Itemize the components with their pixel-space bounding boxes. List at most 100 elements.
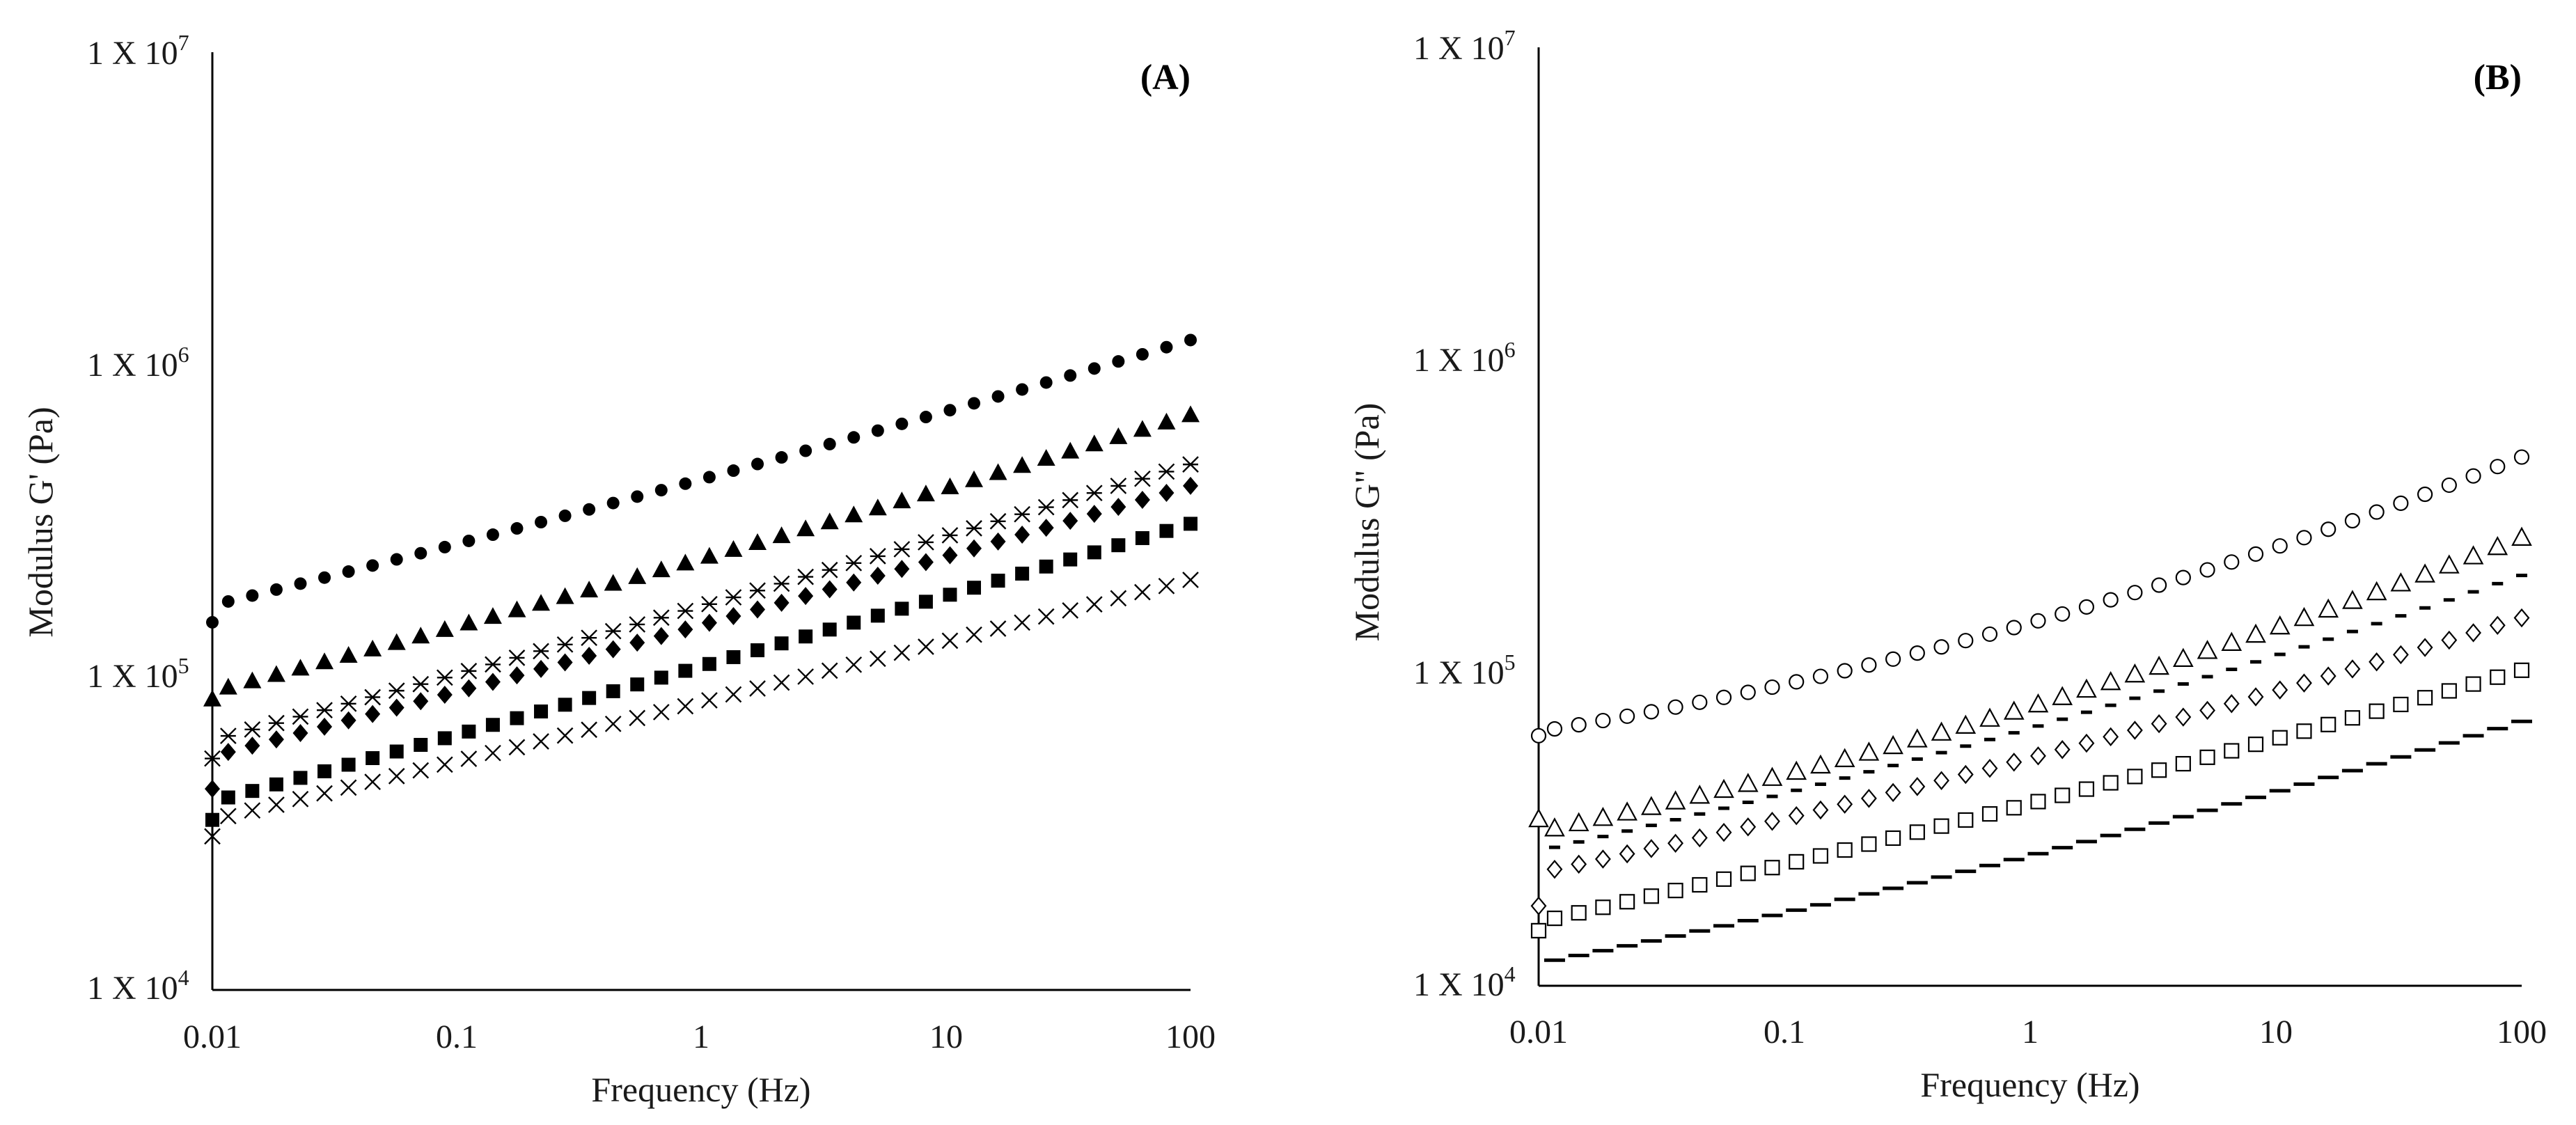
- data-point: [414, 737, 428, 752]
- data-point: [220, 743, 236, 762]
- x-tick-label: 0.01: [1509, 1014, 1568, 1051]
- data-point: [1979, 707, 2000, 727]
- data-point: [2127, 769, 2143, 785]
- data-point: [387, 633, 406, 650]
- data-point: [1788, 805, 1805, 826]
- data-point: [462, 724, 476, 739]
- data-point: [942, 546, 958, 565]
- data-point: [269, 583, 283, 596]
- data-point: [845, 554, 863, 572]
- data-point: [820, 512, 839, 530]
- data-point: [390, 553, 403, 566]
- data-point: [580, 581, 599, 598]
- data-point: [1110, 478, 1127, 494]
- data-point: [2149, 655, 2169, 675]
- data-point: [1933, 771, 1949, 790]
- data-point: [1062, 602, 1079, 619]
- data-point: [268, 730, 284, 749]
- data-point: [1592, 807, 1614, 826]
- data-point: [1530, 922, 1547, 938]
- data-point: [749, 680, 766, 697]
- data-point: [1933, 639, 1949, 655]
- data-point: [1039, 559, 1053, 574]
- data-point: [1086, 505, 1102, 524]
- data-point: [388, 698, 405, 717]
- data-point: [557, 653, 573, 672]
- data-point: [2465, 468, 2481, 484]
- data-point: [203, 689, 221, 707]
- data-point: [2247, 687, 2264, 707]
- data-point: [1981, 806, 1998, 822]
- data-point: [1037, 448, 1055, 466]
- data-point: [1136, 347, 1149, 361]
- data-point: [847, 615, 861, 630]
- data-point: [724, 540, 743, 557]
- data-point: [869, 548, 886, 565]
- data-point: [1158, 577, 1175, 595]
- data-point: [1133, 420, 1152, 437]
- data-point: [244, 802, 261, 819]
- data-point: [654, 670, 668, 685]
- panel-b-y-axis-title: Modulus G" (Pa): [1347, 403, 1386, 642]
- data-point: [1715, 871, 1732, 887]
- data-point: [366, 751, 380, 765]
- data-point: [2006, 753, 2023, 772]
- y-tick-label: 1 X 105: [1413, 650, 1516, 691]
- data-point: [364, 689, 382, 706]
- data-point: [1812, 848, 1829, 864]
- data-point: [1182, 456, 1199, 473]
- data-point: [1571, 854, 1587, 874]
- data-point: [2054, 740, 2071, 760]
- data-point: [510, 522, 524, 535]
- data-point: [2103, 775, 2119, 791]
- x-tick-label: 100: [2497, 1014, 2547, 1051]
- data-point: [799, 444, 812, 457]
- data-point: [2078, 733, 2095, 753]
- data-point: [340, 779, 357, 796]
- data-point: [1062, 512, 1078, 530]
- data-point: [437, 731, 452, 746]
- data-point: [941, 527, 959, 544]
- data-point: [989, 512, 1007, 530]
- data-point: [893, 644, 911, 661]
- data-point: [1643, 839, 1660, 858]
- data-point: [2027, 693, 2049, 713]
- data-point: [2320, 666, 2337, 686]
- data-point: [1955, 714, 1977, 734]
- data-point: [413, 692, 429, 711]
- data-point: [1183, 476, 1198, 495]
- data-point: [725, 589, 742, 606]
- data-point: [219, 677, 237, 695]
- panel-b-x-axis-title: Frequency (Hz): [1920, 1065, 2139, 1104]
- data-point: [869, 650, 886, 668]
- data-point: [267, 665, 285, 682]
- data-point: [629, 709, 646, 727]
- y-tick-label: 1 X 107: [87, 30, 189, 72]
- data-point: [2393, 696, 2409, 713]
- data-point: [363, 639, 382, 656]
- data-point: [1135, 530, 1149, 545]
- data-point: [628, 567, 647, 584]
- data-point: [1085, 596, 1103, 613]
- data-point: [532, 594, 551, 611]
- data-point: [606, 496, 620, 510]
- data-point: [558, 509, 572, 522]
- data-point: [2489, 615, 2506, 636]
- x-tick-label: 10: [2259, 1014, 2293, 1051]
- data-point: [485, 672, 501, 691]
- data-point: [1037, 498, 1055, 516]
- data-point: [1110, 498, 1126, 517]
- data-point: [221, 595, 235, 608]
- data-point: [460, 613, 478, 631]
- panel-b-data-marks: [1528, 449, 2532, 962]
- data-point: [268, 796, 285, 813]
- data-point: [2224, 554, 2240, 570]
- data-point: [2513, 449, 2530, 465]
- data-point: [1933, 818, 1949, 834]
- data-point: [1909, 777, 1926, 796]
- data-point: [2369, 504, 2385, 520]
- data-point: [1715, 689, 1732, 705]
- data-point: [1014, 526, 1030, 544]
- data-point: [1740, 684, 1756, 700]
- data-point: [245, 784, 260, 798]
